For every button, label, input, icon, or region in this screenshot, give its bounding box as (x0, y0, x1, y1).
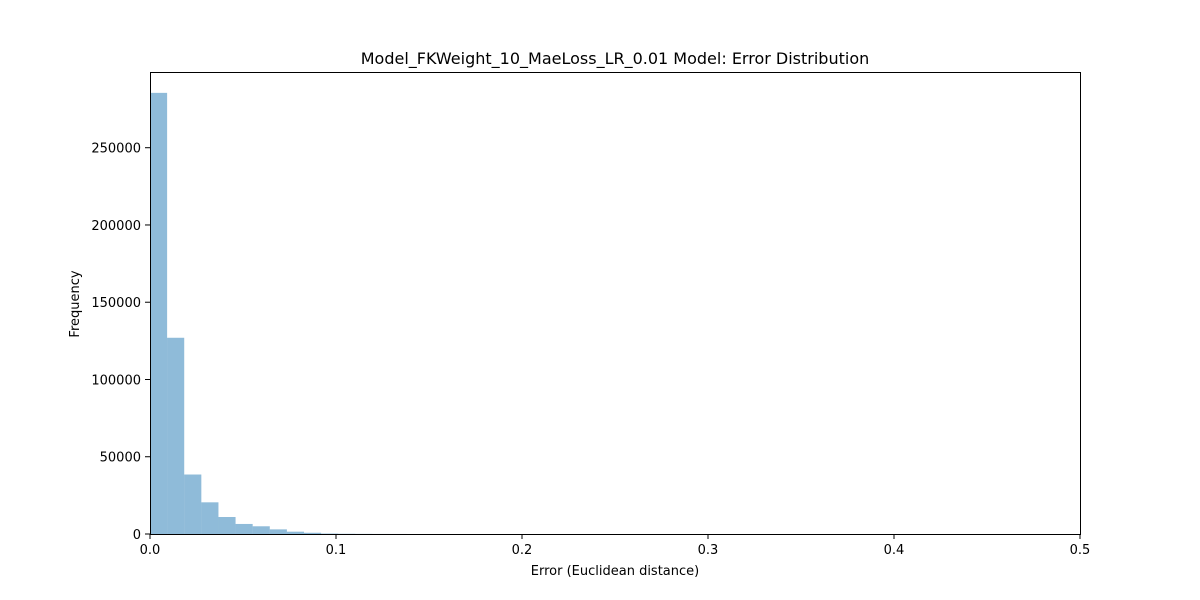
x-tick-label: 0.4 (884, 543, 905, 558)
histogram-bar (167, 337, 185, 534)
y-tick-label: 150000 (91, 296, 141, 311)
histogram-bar (150, 92, 168, 535)
histogram-bar (218, 517, 236, 534)
y-tick-label: 200000 (91, 219, 141, 234)
y-tick-label: 250000 (91, 142, 141, 157)
histogram-bars (150, 92, 407, 535)
x-tick-label: 0.2 (512, 543, 533, 558)
y-tick-label: 100000 (91, 373, 141, 388)
histogram-bar (184, 474, 202, 534)
histogram-bar (201, 502, 219, 534)
x-axis-ticks: 0.0 0.1 0.2 0.3 0.4 0.5 (140, 534, 1091, 558)
y-axis-ticks: 0 50000 100000 150000 200000 250000 (91, 142, 150, 543)
plot-frame (150, 72, 1081, 535)
chart-title: Model_FKWeight_10_MaeLoss_LR_0.01 Model:… (361, 49, 870, 69)
histogram-bar (304, 532, 322, 534)
y-tick-label: 50000 (100, 451, 141, 466)
y-axis-label: Frequency (68, 270, 83, 337)
y-tick-label: 0 (133, 528, 141, 543)
histogram-bar (269, 529, 287, 534)
x-tick-label: 0.1 (326, 543, 347, 558)
x-tick-label: 0.3 (698, 543, 719, 558)
histogram-bar (286, 531, 305, 534)
x-tick-label: 0.0 (140, 543, 161, 558)
x-axis-label: Error (Euclidean distance) (531, 564, 699, 579)
histogram-bar (252, 526, 270, 534)
histogram-bar (235, 523, 253, 534)
x-tick-label: 0.5 (1070, 543, 1091, 558)
